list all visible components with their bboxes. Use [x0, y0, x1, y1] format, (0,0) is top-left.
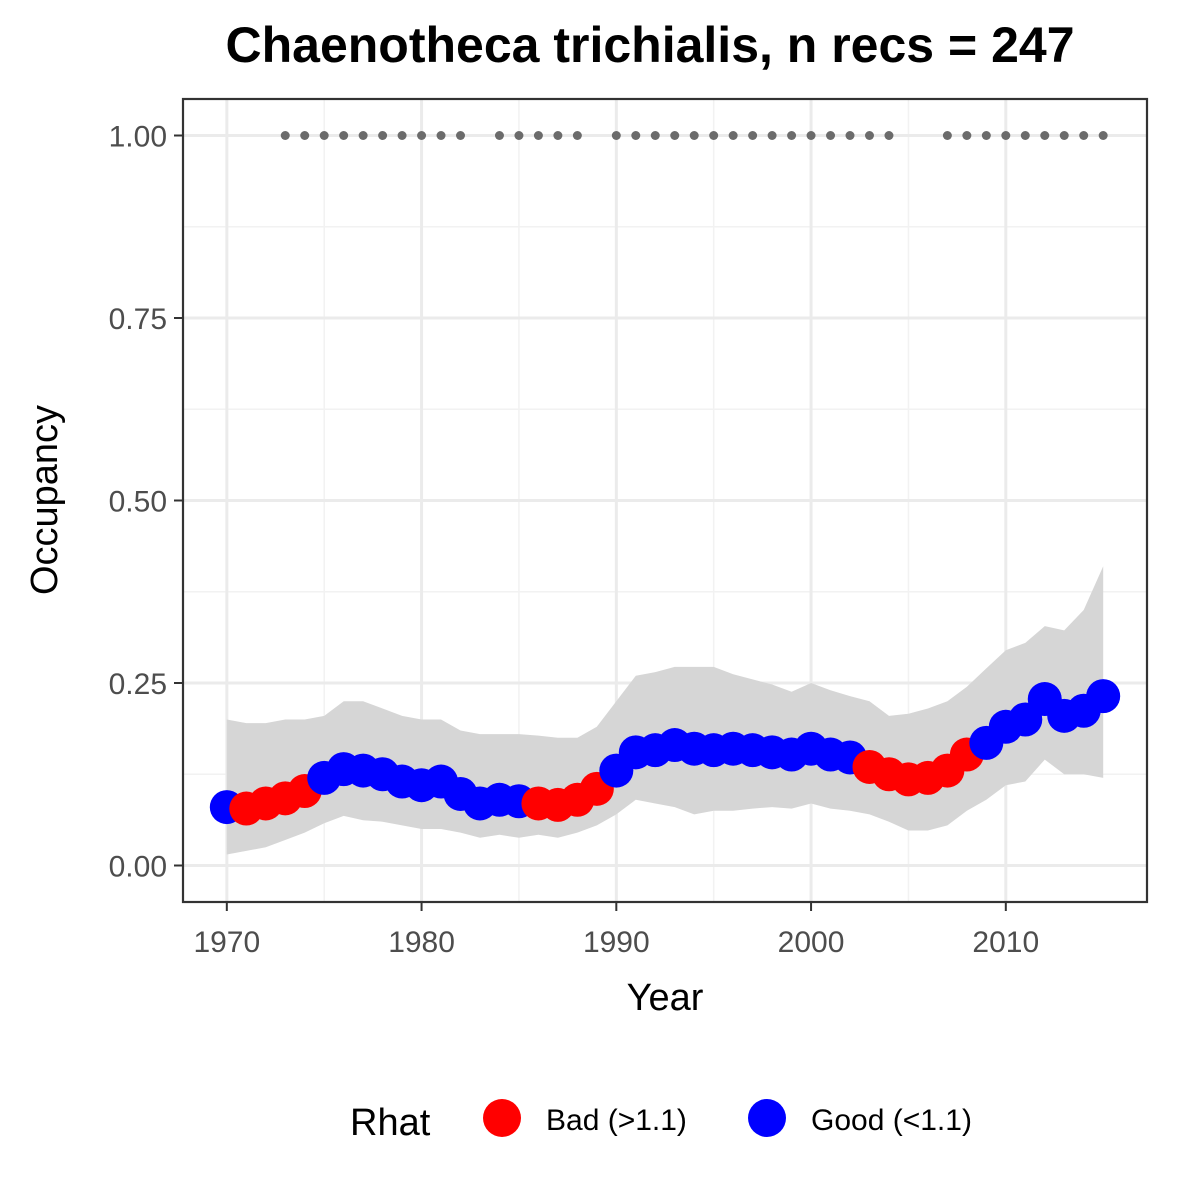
record-mark	[962, 131, 972, 140]
y-tick-label: 0.00	[109, 851, 167, 884]
y-axis: 0.00 0.25 0.50 0.75 1.00	[109, 121, 183, 884]
record-mark	[514, 131, 524, 140]
record-mark	[533, 131, 543, 140]
y-tick-label: 1.00	[109, 121, 167, 154]
record-mark	[611, 131, 621, 140]
x-tick-label: 2000	[778, 926, 845, 959]
record-mark	[280, 131, 290, 140]
record-mark	[670, 131, 680, 140]
x-axis: 1970 1980 1990 2000 2010	[193, 902, 1039, 959]
record-mark	[709, 131, 719, 140]
legend: Rhat Bad (>1.1) Good (<1.1)	[350, 1099, 972, 1144]
record-mark	[1079, 131, 1089, 140]
record-mark	[942, 131, 952, 140]
data-point-good	[1086, 679, 1121, 714]
record-mark	[981, 131, 991, 140]
record-year-marks	[280, 131, 1108, 140]
record-mark	[378, 131, 388, 140]
y-tick-label: 0.25	[109, 668, 167, 701]
y-tick-label: 0.75	[109, 303, 167, 336]
legend-good-label: Good (<1.1)	[811, 1104, 972, 1137]
x-tick-label: 1990	[583, 926, 650, 959]
record-mark	[339, 131, 349, 140]
record-mark	[319, 131, 329, 140]
y-axis-title: Occupancy	[24, 405, 66, 595]
record-mark	[456, 131, 466, 140]
record-mark	[728, 131, 738, 140]
record-mark	[1040, 131, 1050, 140]
record-mark	[806, 131, 816, 140]
record-mark	[397, 131, 407, 140]
record-mark	[436, 131, 446, 140]
record-mark	[767, 131, 777, 140]
record-mark	[748, 131, 758, 140]
legend-bad-swatch	[483, 1099, 521, 1137]
record-mark	[689, 131, 699, 140]
record-mark	[845, 131, 855, 140]
legend-good-swatch	[748, 1099, 786, 1137]
x-tick-label: 2010	[972, 926, 1039, 959]
record-mark	[417, 131, 427, 140]
record-mark	[300, 131, 310, 140]
record-mark	[572, 131, 582, 140]
record-mark	[1001, 131, 1011, 140]
legend-bad-label: Bad (>1.1)	[546, 1104, 687, 1137]
chart-title: Chaenotheca trichialis, n recs = 247	[226, 17, 1075, 73]
record-mark	[1098, 131, 1108, 140]
occupancy-points	[209, 679, 1121, 826]
plot-panel	[181, 97, 1149, 904]
record-mark	[553, 131, 563, 140]
record-mark	[884, 131, 894, 140]
record-mark	[650, 131, 660, 140]
record-mark	[494, 131, 504, 140]
record-mark	[787, 131, 797, 140]
record-mark	[864, 131, 874, 140]
legend-title: Rhat	[350, 1102, 431, 1144]
record-mark	[631, 131, 641, 140]
record-mark	[1020, 131, 1030, 140]
y-tick-label: 0.50	[109, 486, 167, 519]
record-mark	[358, 131, 368, 140]
record-mark	[1059, 131, 1069, 140]
x-tick-label: 1980	[388, 926, 455, 959]
x-axis-title: Year	[627, 977, 704, 1019]
x-tick-label: 1970	[193, 926, 260, 959]
record-mark	[826, 131, 836, 140]
